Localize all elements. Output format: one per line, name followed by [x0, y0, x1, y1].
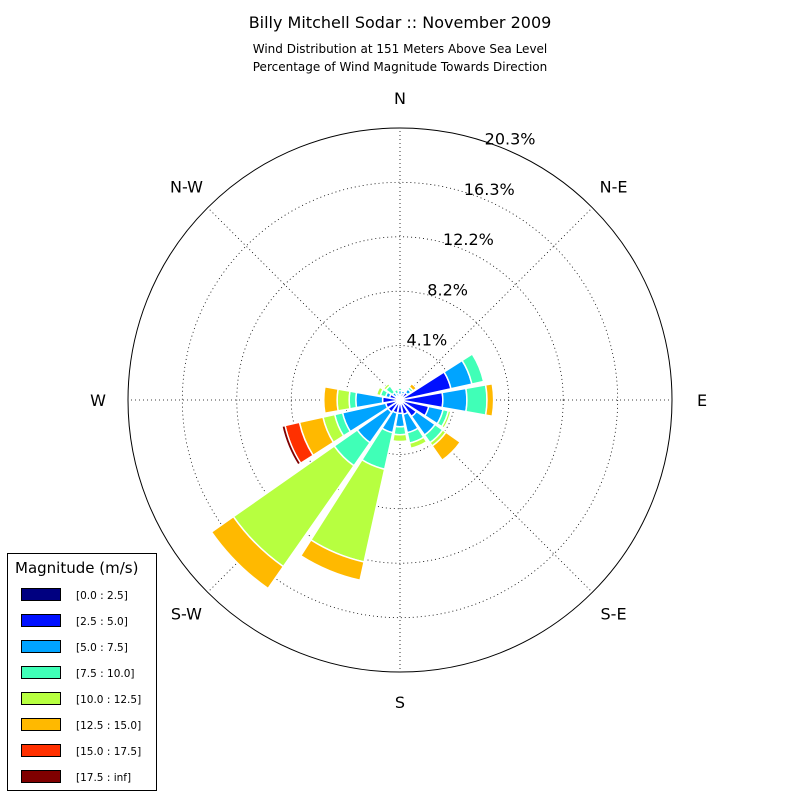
windrose-bar-segment	[484, 382, 495, 418]
windrose-bar-segment	[336, 388, 351, 412]
polar-outer-circle	[127, 127, 673, 673]
ring-circle	[236, 236, 564, 564]
legend-label: [12.5 : 15.0]	[76, 720, 142, 732]
radial-tick-label: 16.3%	[464, 180, 515, 199]
legend-item: [2.5 : 5.0]	[21, 614, 151, 630]
windrose-bar-segment	[280, 424, 302, 467]
direction-label: N-E	[600, 177, 628, 196]
chart-subtitle-line-1: Wind Distribution at 151 Meters Above Se…	[253, 42, 548, 56]
legend-item: [7.5 : 10.0]	[21, 666, 151, 682]
legend-item: [12.5 : 15.0]	[21, 718, 151, 734]
direction-label: W	[90, 391, 106, 410]
windrose-bar-segment	[431, 431, 462, 462]
legend-item: [15.0 : 17.5]	[21, 744, 151, 760]
ring-circle	[290, 290, 510, 510]
radial-tick-labels: 4.1% 8.2% 12.2% 16.3% 20.3%	[407, 130, 536, 350]
direction-label: S-E	[601, 605, 627, 624]
radial-tick-label: 8.2%	[427, 281, 468, 300]
windrose-bar-segment	[393, 388, 400, 396]
windrose-bar-segment	[299, 538, 365, 582]
windrose-bar-segment	[396, 385, 404, 390]
legend-swatch	[21, 614, 61, 627]
windrose-bar-segment	[408, 382, 418, 392]
legend-swatch	[21, 588, 61, 601]
polar-grid	[128, 128, 672, 672]
legend: Magnitude (m/s) [0.0 : 2.5] [2.5 : 5.0] [5…	[7, 553, 157, 791]
windrose-bar-segment	[210, 515, 285, 590]
windrose-bar-segment	[391, 433, 409, 443]
legend-label: [15.0 : 17.5]	[76, 746, 142, 758]
direction-label: N	[394, 89, 406, 108]
direction-label: E	[697, 391, 707, 410]
legend-swatch	[21, 744, 61, 757]
legend-swatch	[21, 640, 61, 653]
windrose-bar-segment	[441, 387, 468, 413]
legend-label: [17.5 : inf]	[76, 772, 132, 784]
legend-label: [10.0 : 12.5]	[76, 694, 142, 706]
spoke-line	[399, 207, 593, 401]
spoke-line	[399, 399, 593, 593]
radial-tick-label: 12.2%	[443, 230, 494, 249]
legend-swatch	[21, 770, 61, 783]
windrose-bar-segment	[382, 382, 392, 392]
windrose-bar-segment	[461, 352, 485, 385]
windrose-bars	[210, 352, 495, 590]
legend-swatch	[21, 692, 61, 705]
windrose-bar-segment	[440, 409, 452, 430]
spoke-line	[207, 207, 401, 401]
windrose-bar-segment	[393, 425, 407, 436]
legend-item: [5.0 : 7.5]	[21, 640, 151, 656]
windrose-bar-segment	[322, 385, 339, 415]
chart-subtitle-line-2: Percentage of Wind Magnitude Towards Dir…	[253, 60, 547, 74]
legend-title: Magnitude (m/s)	[15, 559, 139, 577]
radial-tick-label: 20.3%	[485, 130, 536, 149]
direction-label: S	[395, 693, 405, 712]
direction-label: N-W	[170, 177, 203, 196]
legend-label: [2.5 : 5.0]	[76, 616, 128, 628]
windrose-bar-segment	[375, 386, 385, 397]
legend-swatch	[21, 718, 61, 731]
direction-labels: N N-E E S-E S S-W W N-W	[90, 89, 707, 712]
legend-item: [10.0 : 12.5]	[21, 692, 151, 708]
radial-tick-label: 4.1%	[407, 331, 448, 350]
windrose-bar-segment	[408, 436, 428, 450]
legend-label: [0.0 : 2.5]	[76, 590, 128, 602]
windrose-bar-segment	[465, 384, 488, 416]
chart-title: Billy Mitchell Sodar :: November 2009	[249, 13, 552, 32]
ring-circle	[181, 181, 619, 619]
legend-label: [7.5 : 10.0]	[76, 668, 135, 680]
legend-item: [17.5 : inf]	[21, 770, 151, 786]
legend-label: [5.0 : 7.5]	[76, 642, 128, 654]
legend-item: [0.0 : 2.5]	[21, 588, 151, 604]
direction-label: S-W	[171, 605, 202, 624]
legend-swatch	[21, 666, 61, 679]
